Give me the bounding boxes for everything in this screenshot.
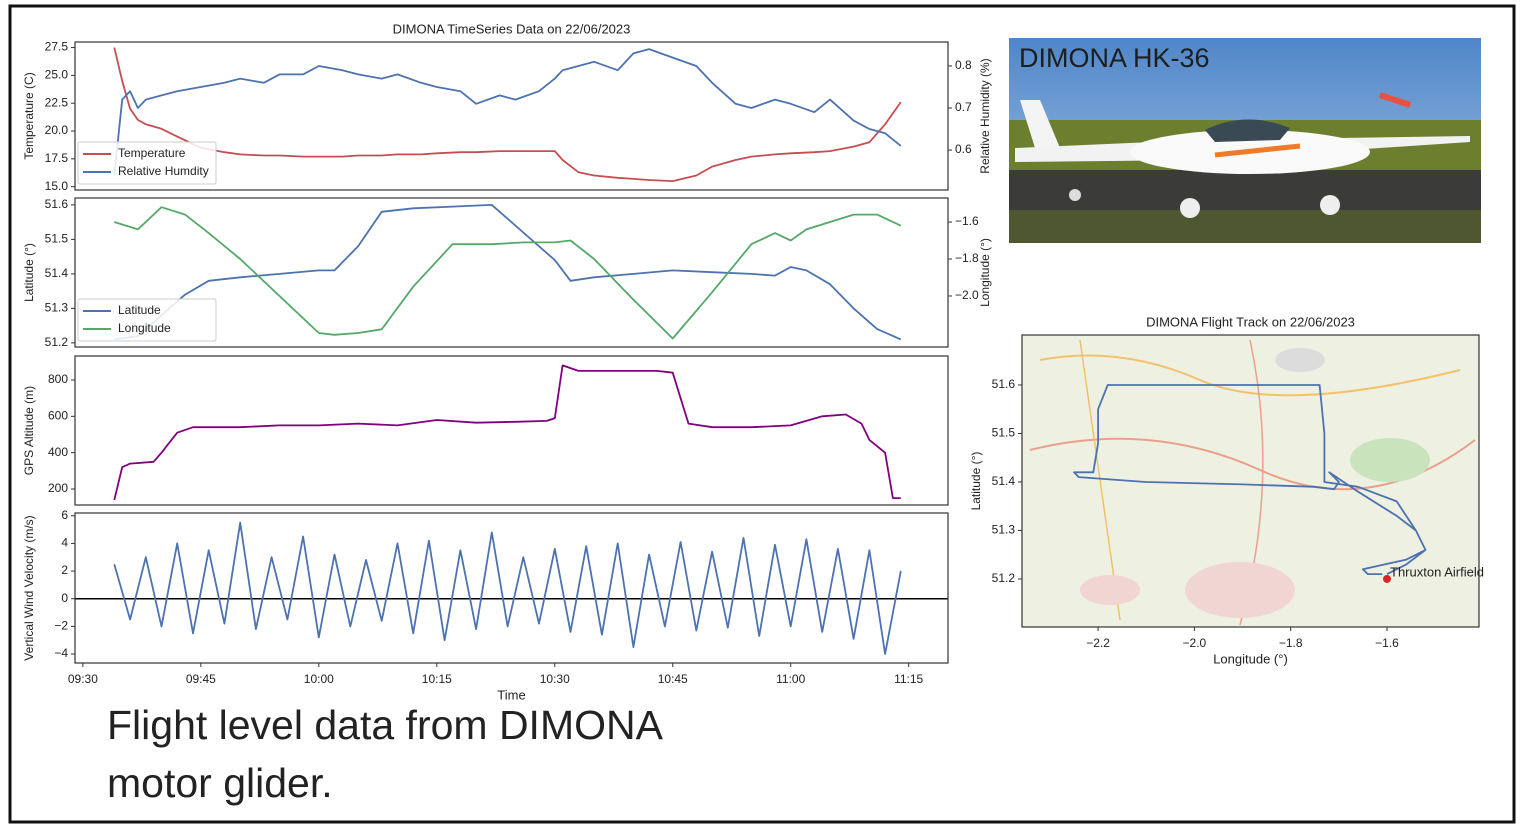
plot-frame	[74, 41, 949, 191]
x-tick-label: 10:45	[658, 672, 688, 686]
y-tick-label: 51.3	[992, 523, 1016, 537]
y-axis-label: Temperature (C)	[22, 72, 36, 159]
plot-frame	[1021, 334, 1480, 628]
data-line	[113, 521, 902, 655]
map-background	[1022, 335, 1479, 627]
y-tick-label: 0	[61, 591, 68, 605]
aircraft-photo: DIMONA HK-36	[1009, 38, 1481, 243]
x-tick-label: 11:15	[894, 672, 923, 686]
y-tick-label: 6	[61, 508, 68, 522]
x-tick-label: 09:30	[68, 672, 98, 686]
data-line	[114, 206, 902, 340]
x-tick-label: −1.6	[1375, 636, 1399, 650]
legend-label: Latitude	[118, 303, 161, 317]
x-axis-label: Longitude (°)	[1213, 651, 1288, 666]
legend-box	[77, 141, 217, 185]
y-tick-label: 51.4	[45, 266, 69, 280]
y-tick-label: 51.4	[992, 474, 1016, 488]
y-tick-label: 25.0	[45, 68, 69, 82]
x-tick-label: 09:45	[186, 672, 216, 686]
y2-tick-label: −1.6	[955, 214, 979, 228]
y2-tick-label: 0.8	[955, 58, 972, 72]
x-tick-label: −2.0	[1183, 636, 1207, 650]
y-tick-label: 51.6	[45, 197, 69, 211]
y-tick-label: 27.5	[45, 40, 69, 54]
legend-box	[77, 298, 217, 342]
y-tick-label: 20.0	[45, 123, 69, 137]
y-tick-label: −4	[54, 646, 68, 660]
data-line	[113, 48, 902, 176]
annotation-point	[1383, 574, 1392, 583]
y-axis-label: Vertical Wind Velocity (m/s)	[22, 515, 36, 660]
y-tick-label: −2	[54, 619, 68, 633]
y2-axis-label: Longitude (°)	[978, 238, 992, 307]
legend-label: Longitude	[118, 321, 171, 335]
y-tick-label: 51.2	[992, 571, 1016, 585]
y-axis-label: GPS Altitude (m)	[22, 386, 36, 475]
x-tick-label: −2.2	[1086, 636, 1110, 650]
legend-label: Relative Humdity	[118, 164, 209, 178]
y-axis-label: Latitude (°)	[969, 452, 983, 511]
y-tick-label: 600	[48, 408, 68, 422]
y2-tick-label: −1.8	[955, 251, 979, 265]
y-tick-label: 15.0	[45, 179, 69, 193]
annotation-label: Thruxton Airfield	[1390, 564, 1484, 579]
data-line	[1073, 384, 1427, 575]
y-tick-label: 2	[61, 563, 68, 577]
y-tick-label: 200	[48, 481, 68, 495]
chart-title: DIMONA Flight Track on 22/06/2023	[1146, 314, 1355, 329]
plot-frame	[74, 512, 949, 664]
y-tick-label: 17.5	[45, 151, 69, 165]
x-axis-label: Time	[497, 687, 525, 702]
x-tick-label: 10:30	[540, 672, 570, 686]
y-tick-label: 51.5	[45, 232, 69, 246]
y2-tick-label: −2.0	[955, 288, 979, 302]
x-tick-label: 10:15	[422, 672, 452, 686]
y-tick-label: 51.5	[992, 426, 1016, 440]
y-tick-label: 51.3	[45, 301, 69, 315]
data-line	[114, 204, 902, 341]
y2-tick-label: 0.7	[955, 100, 972, 114]
plot-frame	[74, 197, 949, 348]
y-tick-label: 51.6	[992, 377, 1016, 391]
legend-label: Temperature	[118, 146, 186, 160]
y-axis-label: Latitude (°)	[22, 243, 36, 302]
plot-frame	[74, 355, 949, 506]
x-tick-label: −1.8	[1279, 636, 1303, 650]
chart-title: DIMONA TimeSeries Data on 22/06/2023	[393, 21, 631, 36]
caption: motor glider.	[107, 760, 333, 806]
x-tick-label: 10:00	[304, 672, 334, 686]
y-tick-label: 4	[61, 536, 68, 550]
data-line	[113, 364, 901, 501]
y-tick-label: 800	[48, 372, 68, 386]
caption: Flight level data from DIMONA	[107, 702, 664, 748]
x-tick-label: 11:00	[776, 672, 805, 686]
photo-label: DIMONA HK-36	[1019, 43, 1210, 73]
y-tick-label: 51.2	[45, 335, 69, 349]
y2-tick-label: 0.6	[955, 142, 972, 156]
y2-axis-label: Relative Humidity (%)	[978, 58, 992, 173]
y-tick-label: 22.5	[45, 95, 69, 109]
y-tick-label: 400	[48, 445, 68, 459]
